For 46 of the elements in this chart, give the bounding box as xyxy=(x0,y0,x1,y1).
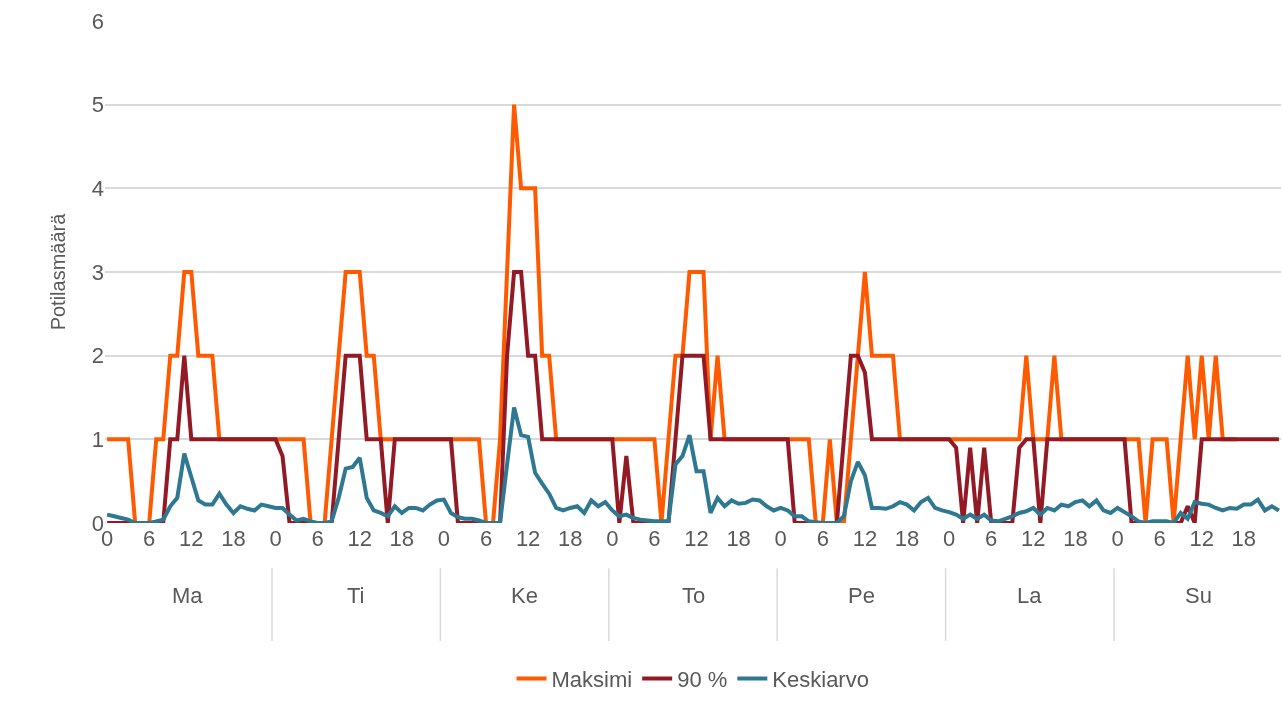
legend-label: Maksimi xyxy=(551,667,633,692)
x-tick-label: 18 xyxy=(557,526,583,551)
legend-label: 90 % xyxy=(677,667,728,692)
x-tick-label: 6 xyxy=(1153,526,1166,551)
x-tick-label: 12 xyxy=(684,526,709,551)
y-tick-label: 5 xyxy=(91,92,104,118)
text: Pe xyxy=(848,583,875,608)
x-tick-label: 18 xyxy=(221,526,246,551)
x-tick-label: 0 xyxy=(606,526,619,551)
x-tick-label: 6 xyxy=(985,526,998,551)
text: Ma xyxy=(172,583,204,608)
x-tick-label: 18 xyxy=(1063,526,1088,551)
x-tick-label: 18 xyxy=(389,526,415,551)
text: Ti xyxy=(347,583,365,608)
x-tick-label: 12 xyxy=(1189,526,1214,551)
x-tick-label: 12 xyxy=(1021,526,1046,551)
x-tick-label: 0 xyxy=(269,526,282,551)
legend-label: Keskiarvo xyxy=(772,667,869,692)
y-tick-label: 1 xyxy=(91,427,104,453)
x-tick-label: 12 xyxy=(179,526,204,551)
x-tick-label: 18 xyxy=(894,526,920,551)
y-tick-label: 6 xyxy=(91,8,104,34)
x-tick-label: 6 xyxy=(143,526,156,551)
y-tick-label: 3 xyxy=(91,259,104,285)
x-tick-label: 6 xyxy=(816,526,829,551)
text: Ke xyxy=(511,583,538,608)
x-tick-label: 0 xyxy=(942,526,956,551)
text: To xyxy=(682,583,706,608)
x-tick-label: 6 xyxy=(311,526,324,551)
line-series xyxy=(105,405,1281,523)
x-tick-label: 0 xyxy=(774,526,787,551)
x-tick-label: 12 xyxy=(347,526,372,551)
x-tick-label: 6 xyxy=(479,526,493,551)
x-tick-label: 18 xyxy=(1231,526,1257,551)
x-tick-label: 0 xyxy=(1111,526,1124,551)
x-tick-label: 12 xyxy=(515,526,541,551)
y-tick-label: 2 xyxy=(91,343,104,369)
y-axis-title: Potilasmäärä xyxy=(47,212,70,331)
x-tick-label: 6 xyxy=(648,526,661,551)
y-tick-label: 4 xyxy=(91,176,104,202)
line-series xyxy=(105,270,1281,523)
x-tick-label: 0 xyxy=(437,526,451,551)
x-tick-label: 18 xyxy=(726,526,751,551)
text: La xyxy=(1017,583,1043,608)
text: Su xyxy=(1185,583,1212,608)
x-tick-label: 12 xyxy=(852,526,878,551)
